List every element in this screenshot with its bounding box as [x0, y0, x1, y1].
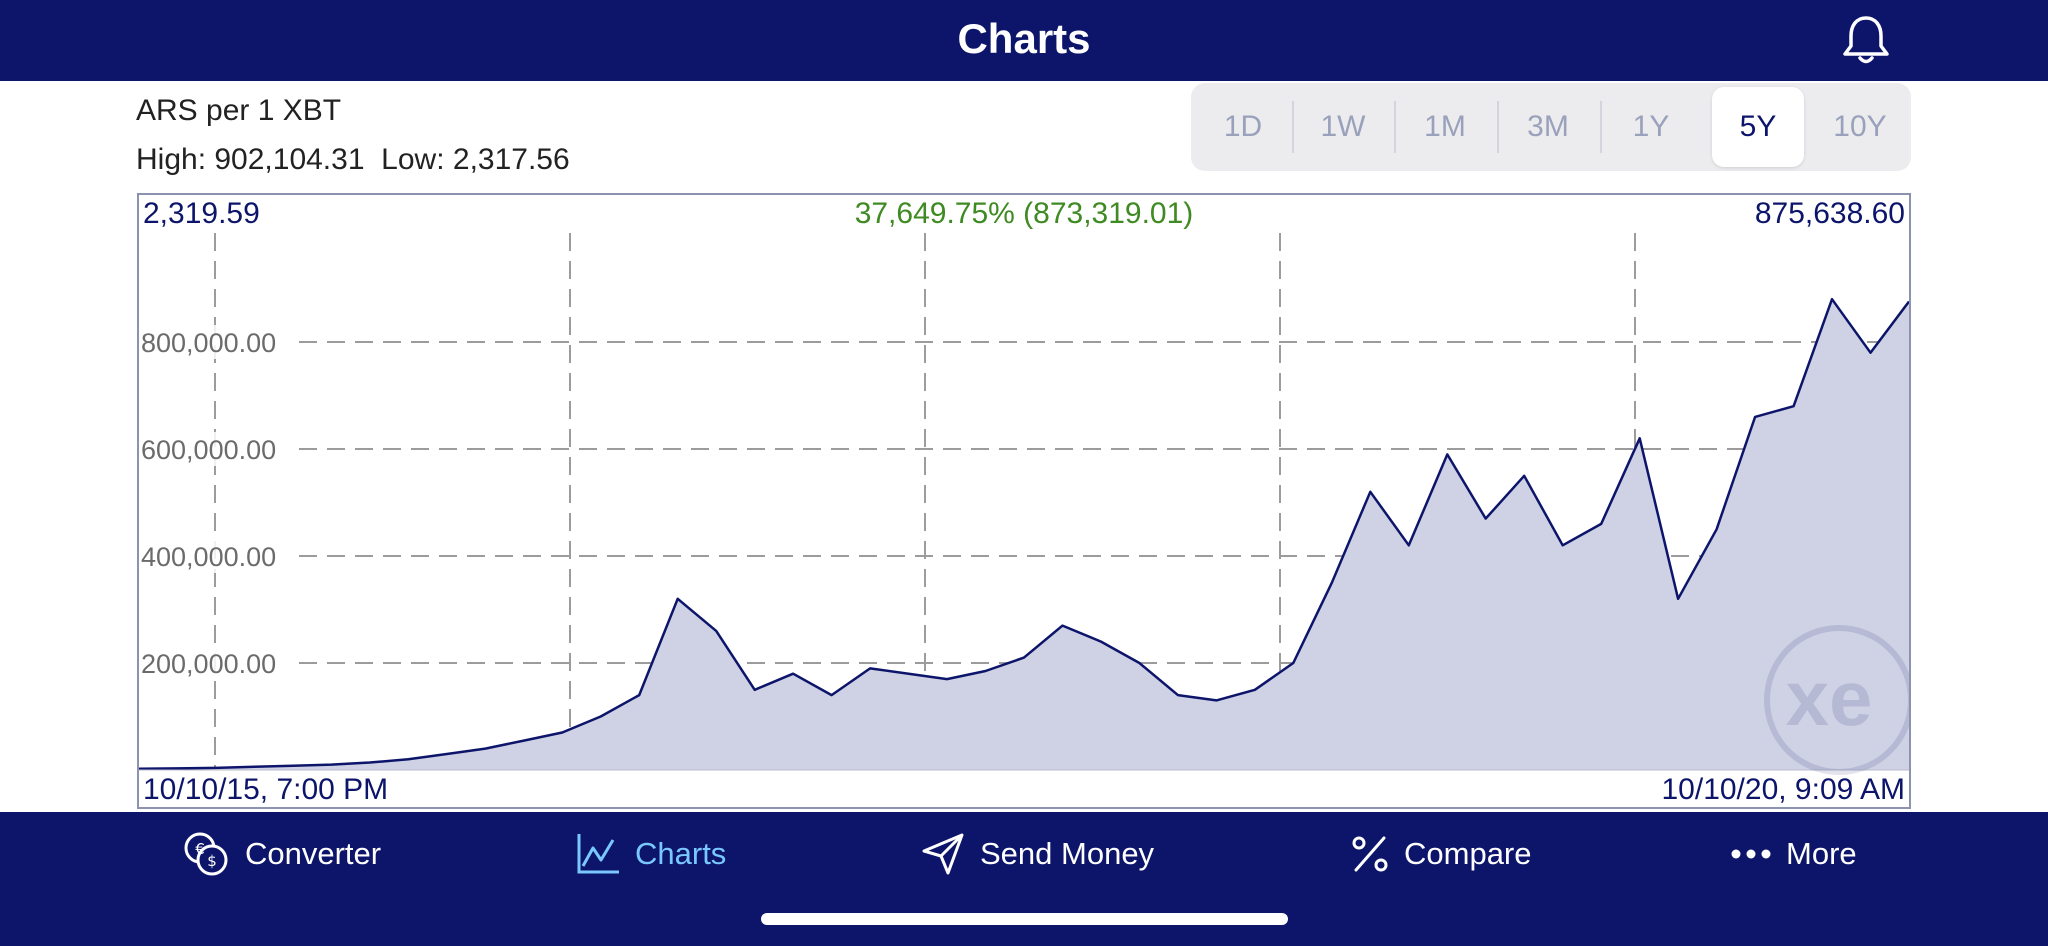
range-10y[interactable]: 10Y [1833, 110, 1887, 143]
range-divider [1292, 101, 1294, 153]
chart-area[interactable]: 200,000.00 400,000.00 600,000.00 800,000.00… [137, 193, 1911, 809]
nav-compare[interactable]: Compare [1350, 829, 1532, 879]
y-tick-label-bg [139, 539, 297, 573]
bottom-navigation: € $ Converter Charts Send Money Compare [0, 812, 2048, 946]
nav-more[interactable]: More [1730, 829, 1857, 879]
time-range-selector: 1D 1W 1M 3M 1Y 5Y 10Y [1191, 83, 1911, 171]
range-1w[interactable]: 1W [1320, 110, 1366, 143]
chart-start-value: 2,319.59 [143, 197, 260, 230]
y-tick-label-bg [139, 432, 297, 466]
range-1d[interactable]: 1D [1223, 110, 1263, 143]
range-divider [1600, 101, 1602, 153]
price-chart[interactable]: 200,000.00 400,000.00 600,000.00 800,000.00… [139, 195, 1909, 807]
y-tick-label-bg [139, 646, 297, 680]
send-money-icon [922, 833, 964, 875]
nav-compare-label: Compare [1404, 836, 1532, 871]
price-area-fill [139, 299, 1909, 770]
y-tick-label: 600,000.00 [141, 435, 276, 465]
svg-text:$: $ [207, 852, 217, 870]
y-tick-label-bg [139, 325, 297, 359]
top-bar: Charts [0, 0, 2048, 81]
range-5y[interactable]: 5Y [1712, 87, 1804, 167]
chart-start-date: 10/10/15, 7:00 PM [143, 773, 389, 806]
nav-more-label: More [1786, 836, 1857, 871]
chart-change-percent: 37,649.75% (873,319.01) [854, 197, 1194, 230]
range-3m[interactable]: 3M [1527, 110, 1569, 143]
price-line [139, 297, 1909, 771]
charts-icon [577, 834, 619, 874]
range-1m[interactable]: 1M [1424, 110, 1466, 143]
currency-pair-label: ARS per 1 XBT [136, 94, 342, 127]
nav-send-money-label: Send Money [980, 836, 1155, 871]
chart-end-date: 10/10/20, 9:09 AM [1661, 773, 1905, 806]
compare-icon [1352, 836, 1388, 872]
y-tick-label: 200,000.00 [141, 649, 276, 679]
chart-end-value: 875,638.60 [1754, 197, 1905, 230]
svg-text:xe: xe [1786, 654, 1873, 742]
nav-converter-label: Converter [245, 836, 382, 871]
nav-converter[interactable]: € $ Converter [181, 829, 381, 879]
svg-text:€: € [195, 840, 205, 858]
range-divider [1394, 101, 1396, 153]
xe-logo-icon: xe [1764, 625, 1909, 775]
y-tick-label: 800,000.00 [141, 328, 276, 358]
converter-icon: € $ [184, 832, 228, 876]
range-divider [1497, 101, 1499, 153]
high-low-stats: High: 902,104.31 Low: 2,317.56 [136, 143, 570, 176]
nav-charts[interactable]: Charts [575, 829, 726, 879]
page-title: Charts [957, 15, 1091, 62]
y-tick-label: 400,000.00 [141, 542, 276, 572]
bell-icon[interactable] [1838, 12, 1894, 68]
nav-charts-label: Charts [635, 836, 727, 871]
home-indicator [761, 913, 1288, 925]
nav-send-money[interactable]: Send Money [920, 829, 1154, 879]
more-icon [1731, 849, 1771, 859]
range-1y[interactable]: 1Y [1632, 110, 1670, 143]
